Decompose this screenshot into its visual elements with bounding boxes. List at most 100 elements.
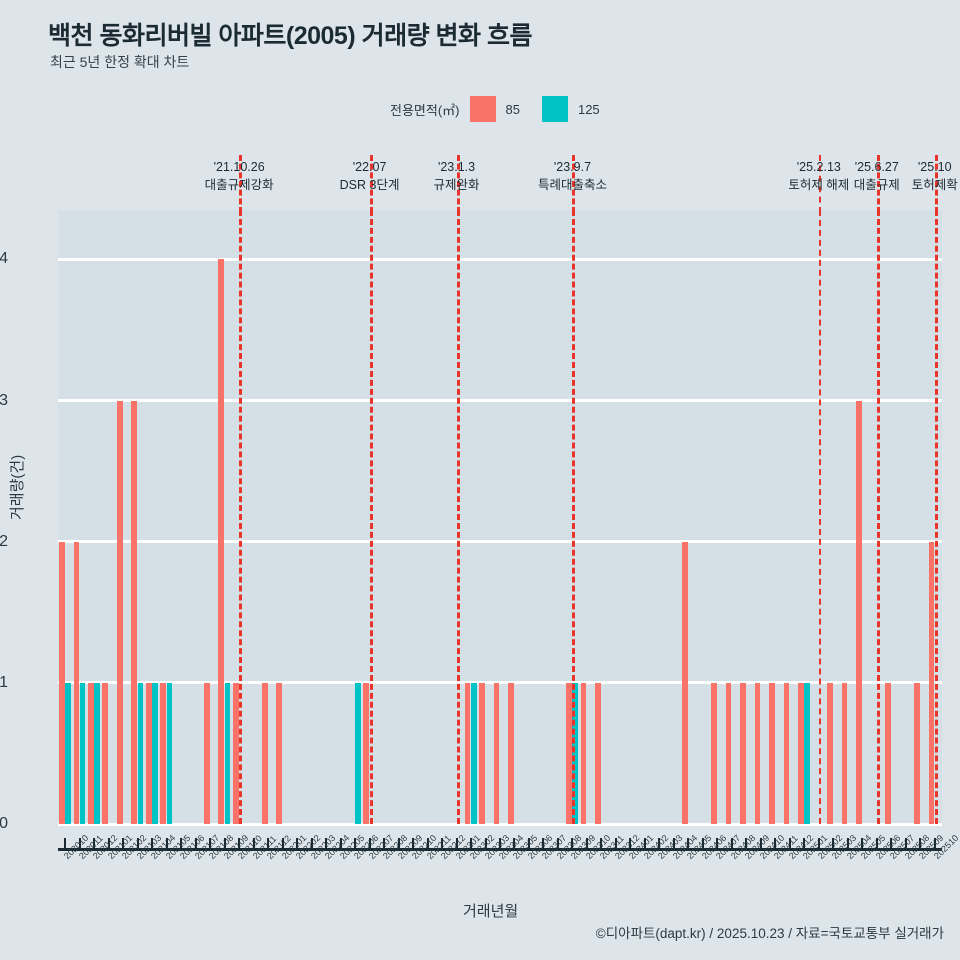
x-tick xyxy=(875,838,878,849)
x-tick xyxy=(687,838,690,849)
bar xyxy=(595,682,601,824)
x-tick xyxy=(107,838,110,849)
x-tick xyxy=(571,838,574,849)
bar xyxy=(261,682,268,824)
bar xyxy=(73,541,80,824)
annotation-vline-top xyxy=(456,155,460,213)
x-tick xyxy=(585,838,588,849)
annotation-label: '23.1.3 규제완화 xyxy=(434,158,480,194)
legend-label-125: 125 xyxy=(577,101,600,117)
bar xyxy=(711,682,717,824)
bar xyxy=(218,259,225,824)
annotation-date: '23.9.7 xyxy=(553,160,592,174)
x-tick xyxy=(643,838,646,849)
x-tick xyxy=(759,838,762,849)
bar xyxy=(841,682,848,824)
x-tick xyxy=(629,838,632,849)
x-tick xyxy=(846,838,849,849)
x-tick xyxy=(238,838,241,849)
annotation-vline xyxy=(456,210,460,824)
x-tick xyxy=(151,838,154,849)
bar xyxy=(152,682,158,824)
footer-credit: ©디아파트(dapt.kr) / 2025.10.23 / 자료=국토교통부 실… xyxy=(595,926,944,941)
x-tick xyxy=(701,838,704,849)
annotation-vline xyxy=(876,210,880,824)
bar xyxy=(479,682,485,824)
annotation-vline-top xyxy=(818,155,821,213)
x-tick xyxy=(861,838,864,849)
bar xyxy=(566,682,572,824)
annotation-vline xyxy=(369,210,373,824)
legend-swatch-125 xyxy=(541,96,568,122)
legend-swatch-85 xyxy=(469,96,496,122)
bar xyxy=(928,541,935,824)
legend-label-85: 85 xyxy=(505,101,520,117)
x-tick xyxy=(716,838,719,849)
bar xyxy=(116,400,123,824)
x-tick xyxy=(281,838,284,849)
x-tick xyxy=(122,838,125,849)
x-tick xyxy=(774,838,777,849)
annotation-label: '22.07 DSR 3단계 xyxy=(340,158,400,194)
bar xyxy=(682,541,688,824)
annotation-vline xyxy=(818,210,821,824)
bar xyxy=(783,682,790,824)
x-tick xyxy=(904,838,907,849)
x-tick xyxy=(165,838,168,849)
x-tick xyxy=(441,838,444,849)
x-tick xyxy=(368,838,371,849)
page-subtitle: 최근 5년 한정 확대 차트 xyxy=(50,54,190,70)
bar xyxy=(769,682,775,824)
annotation-label: '25.6.27 대출규제 xyxy=(854,158,900,194)
x-tick xyxy=(542,838,545,849)
x-axis-line xyxy=(58,848,942,851)
x-tick xyxy=(513,838,516,849)
annotation-date: '21.10.26 xyxy=(213,160,265,174)
x-tick xyxy=(136,838,139,849)
x-tick xyxy=(672,838,675,849)
bar xyxy=(464,682,471,824)
annotation-text: 토허제확 xyxy=(911,178,958,193)
x-tick xyxy=(600,838,603,849)
x-tick xyxy=(556,838,559,849)
plot-area xyxy=(58,210,942,826)
x-tick xyxy=(527,838,530,849)
bar xyxy=(471,682,477,824)
bar xyxy=(725,682,732,824)
bar xyxy=(914,682,920,824)
page-title: 백천 동화리버빌 아파트(2005) 거래량 변화 흐름 xyxy=(48,22,533,50)
annotation-text: 대출규제강화 xyxy=(204,178,274,193)
x-tick xyxy=(354,838,357,849)
x-tick xyxy=(426,838,429,849)
x-tick xyxy=(890,838,893,849)
x-tick xyxy=(455,838,458,849)
y-tick-label: 1 xyxy=(0,673,8,691)
gridline xyxy=(58,822,942,826)
bar xyxy=(59,541,65,824)
legend-title: 전용면적(㎡) xyxy=(390,102,460,118)
annotation-label: '25.10 토허제확 xyxy=(912,158,958,194)
annotation-vline-top xyxy=(239,155,243,213)
annotation-vline-top xyxy=(369,155,373,213)
x-tick xyxy=(730,838,733,849)
x-tick xyxy=(209,838,212,849)
annotation-label: '23.9.7 특례대출축소 xyxy=(538,158,607,194)
x-tick xyxy=(325,838,328,849)
bar xyxy=(754,682,761,824)
bar xyxy=(203,682,210,824)
bar xyxy=(131,400,138,824)
bar xyxy=(94,682,100,824)
bar xyxy=(145,682,152,824)
gridline xyxy=(58,257,942,261)
gridline xyxy=(58,399,942,403)
bar xyxy=(798,682,804,824)
x-tick xyxy=(803,838,806,849)
x-tick xyxy=(267,838,270,849)
annotation-vline xyxy=(239,210,243,824)
x-tick xyxy=(499,838,501,849)
bar xyxy=(804,682,810,824)
y-tick-label: 3 xyxy=(0,391,8,409)
x-tick xyxy=(788,838,791,849)
bar xyxy=(87,682,94,824)
bar xyxy=(885,682,891,824)
